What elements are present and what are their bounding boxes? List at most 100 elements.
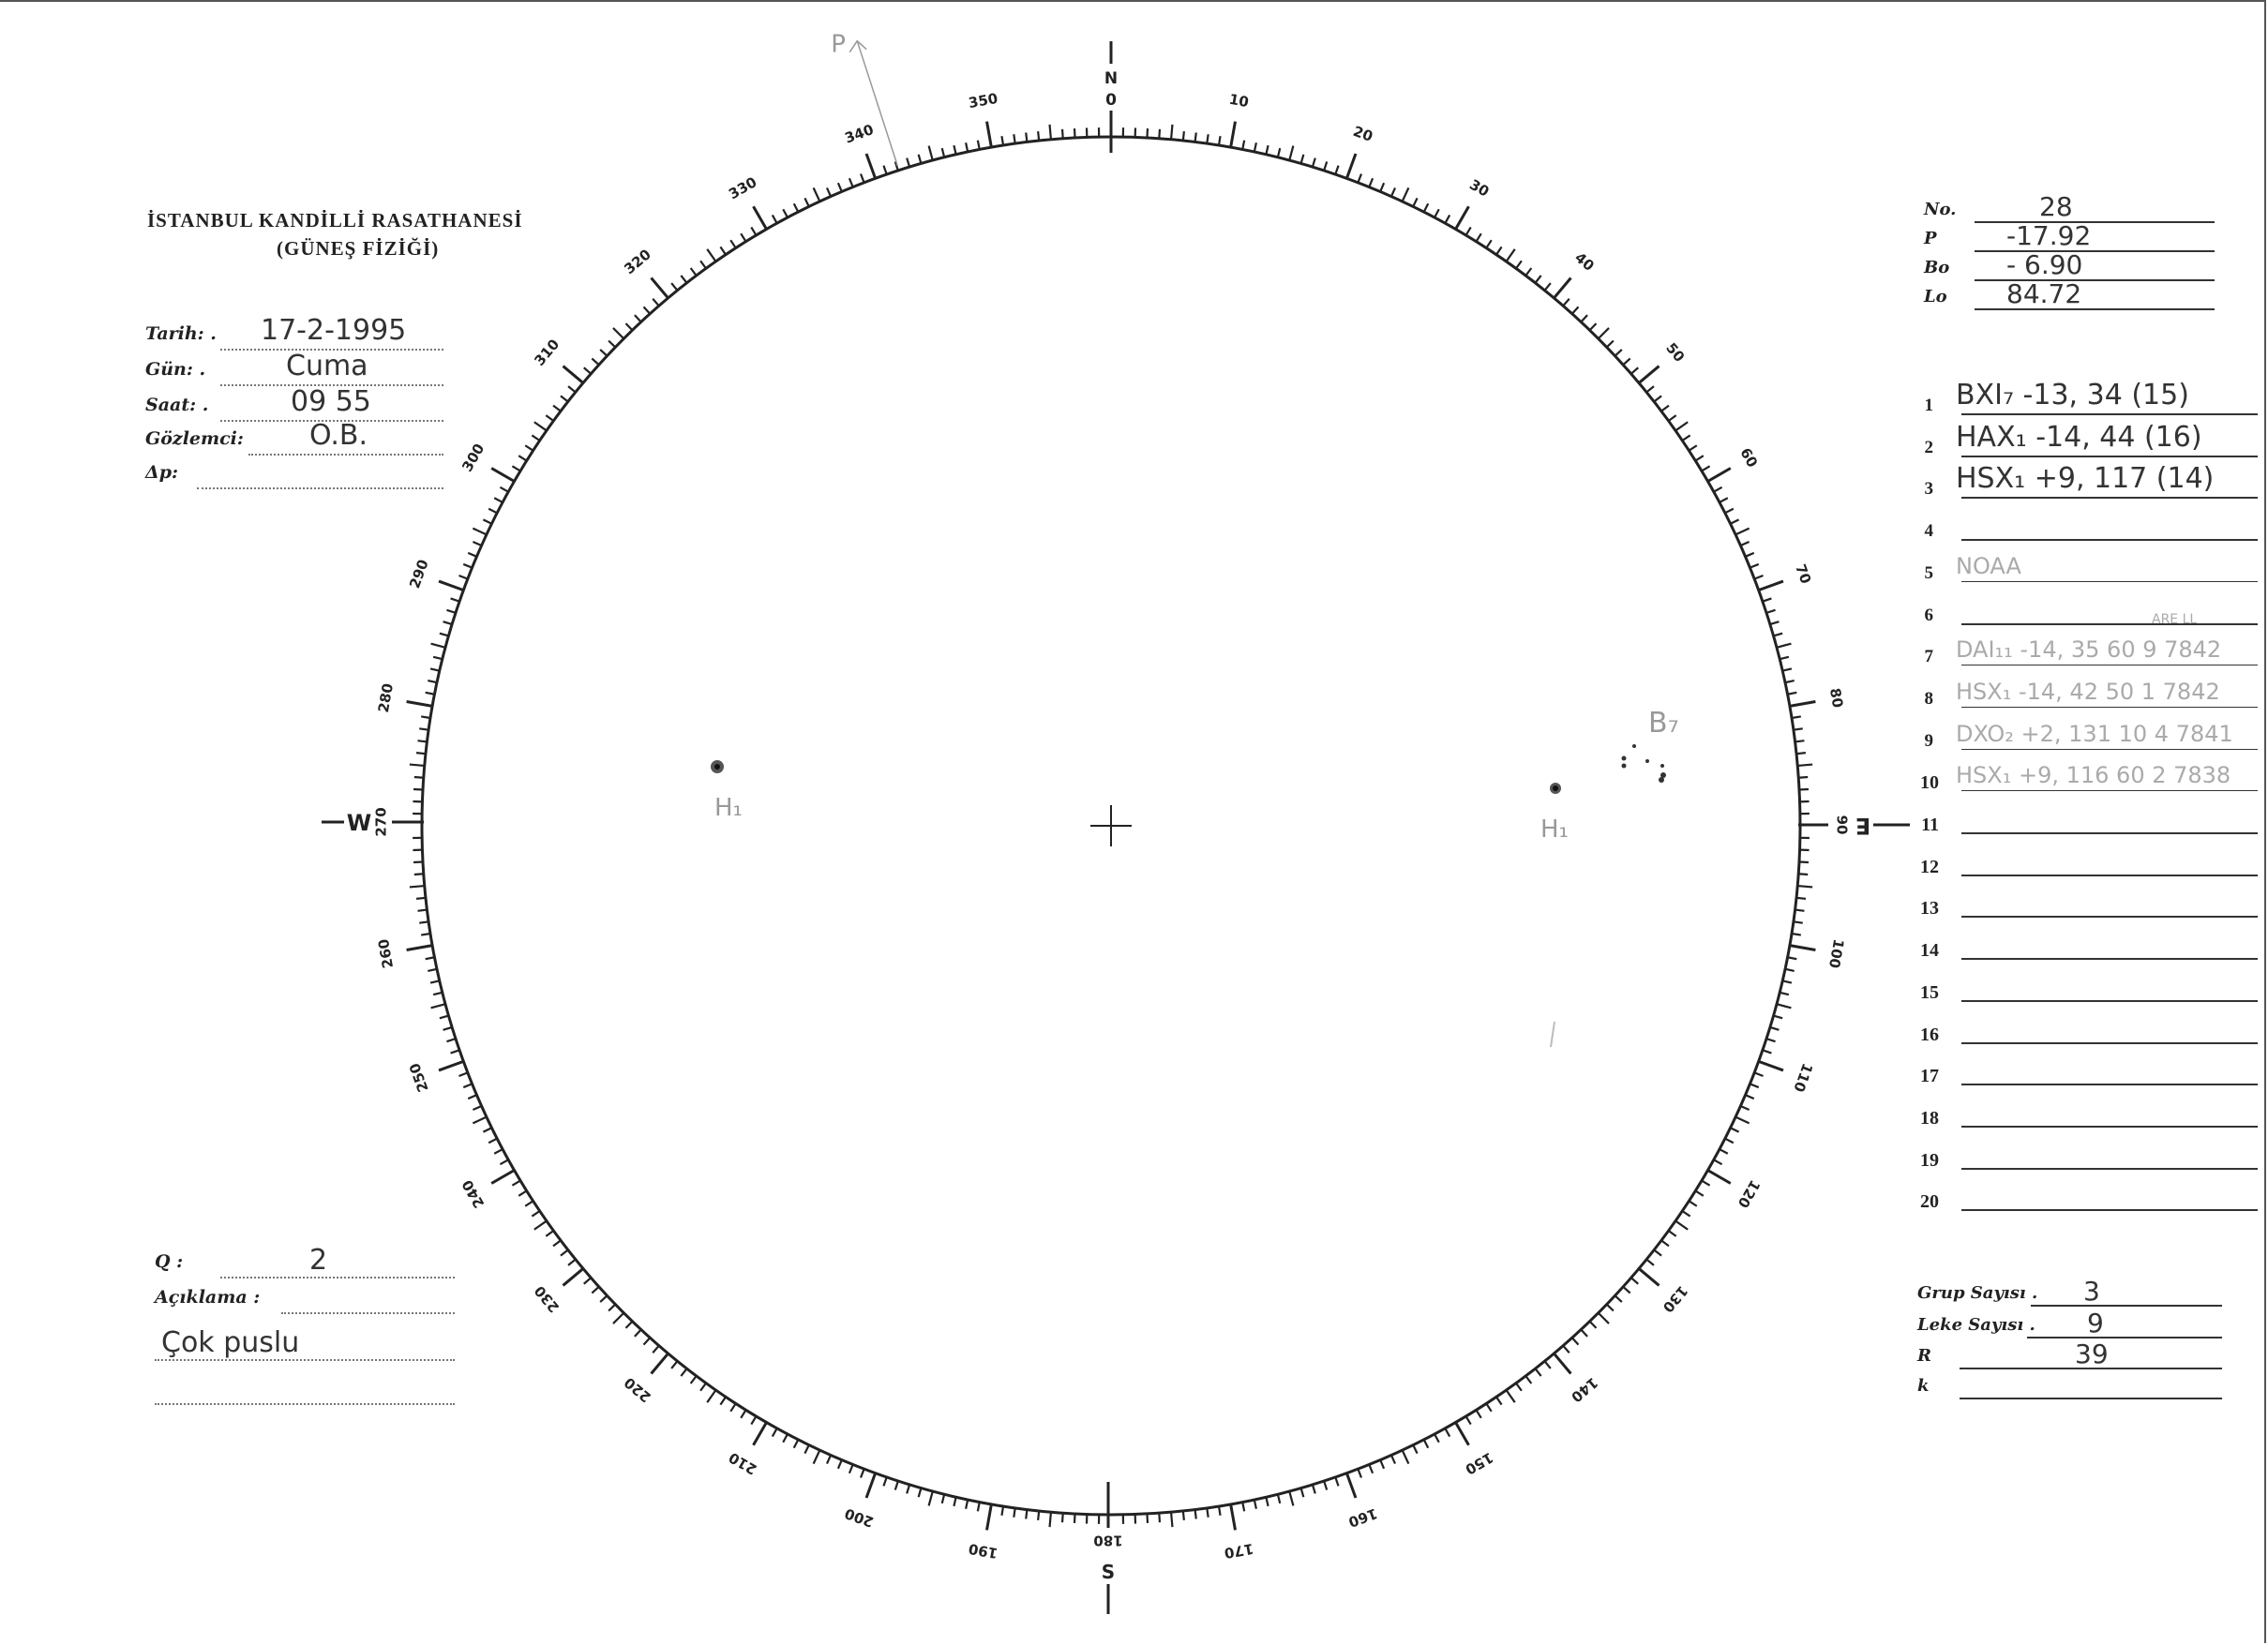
degree-tick [1653,395,1662,403]
degree-label: 120 [1735,1177,1764,1211]
pencil-mark [1550,1021,1555,1048]
degree-tick [591,357,600,366]
degree-tick [467,551,477,558]
param-value[interactable]: 84.72 [2006,278,2082,309]
group-entry[interactable]: DXO₂ +2, 131 10 4 7841 [1956,720,2233,747]
degree-tick [1706,1169,1732,1185]
degree-tick [1241,140,1246,150]
field-value[interactable]: 17-2-1995 [261,314,407,347]
degree-tick [430,642,446,649]
degree-tick [1605,339,1615,349]
degree-tick [1758,579,1784,592]
degree-tick [1299,154,1305,164]
degree-tick [1434,208,1440,218]
row-number: 18 [1920,1107,1939,1129]
param-value[interactable]: 28 [2039,191,2073,222]
degree-tick [804,1444,810,1455]
count-label: Leke Sayısı . [1917,1315,2035,1335]
degree-tick [472,540,482,547]
degree-tick [419,727,429,731]
degree-tick [1724,507,1735,515]
degree-label: 340 [843,121,877,147]
degree-tick [825,1455,833,1465]
count-value[interactable]: 3 [2083,1276,2100,1307]
field-value[interactable]: O.B. [309,419,368,452]
degree-tick [552,404,562,412]
degree-tick [415,896,427,900]
field-value[interactable]: 09 55 [291,385,371,418]
arrow-head-icon [849,39,867,53]
field-label: Gözlemci: [145,428,244,449]
degree-tick [1730,518,1740,525]
degree-tick [488,507,498,515]
degree-tick [472,1104,482,1112]
group-entry[interactable]: HSX₁ +9, 117 (14) [1956,462,2215,496]
group-entry[interactable]: NOAA [1956,552,2021,579]
degree-label: 100 [1825,937,1847,969]
degree-tick [1344,1473,1358,1499]
degree-label: 220 [621,1374,654,1406]
group-entry[interactable]: HAX₁ -14, 44 (16) [1956,420,2202,454]
degree-label: 30 [1466,176,1492,201]
degree-tick [438,1059,464,1072]
degree-tick [467,1094,477,1100]
remarks-value[interactable]: Çok puslu [161,1326,300,1359]
row-number: 14 [1920,940,1939,962]
degree-tick [1485,1402,1493,1413]
observatory-title: İSTANBUL KANDİLLİ RASATHANESİ [147,209,523,232]
degree-tick [421,715,431,720]
degree-tick [1562,1344,1570,1353]
count-value[interactable]: 39 [2075,1338,2109,1369]
degree-tick [1434,1433,1440,1443]
group-entry[interactable]: DAI₁₁ -14, 35 60 9 7842 [1956,636,2222,664]
pole-label: P [831,31,846,59]
row-number: 16 [1920,1024,1939,1045]
group-entry[interactable]: HSX₁ +9, 116 60 2 7838 [1956,762,2231,789]
degree-tick [804,197,810,207]
row-underline [1961,1209,2258,1212]
north-label: N [1104,69,1118,88]
degree-tick [1588,322,1598,332]
degree-label: 280 [375,682,397,714]
degree-tick [531,434,541,441]
param-value[interactable]: -17.92 [2006,220,2092,251]
degree-tick [1675,421,1689,432]
sunspot [1621,755,1627,761]
degree-tick [976,1502,981,1512]
degree-tick [1745,551,1755,558]
row-underline [1961,622,2258,625]
degree-tick [894,1480,899,1490]
degree-tick [1787,956,1797,961]
degree-tick [446,608,457,614]
quality-value[interactable]: 2 [309,1244,328,1277]
row-underline [1961,580,2258,582]
degree-tick [1389,187,1397,197]
degree-tick [406,700,433,708]
param-value[interactable]: - 6.90 [2006,249,2083,280]
degree-tick [1769,621,1780,626]
degree-label: 270 [373,807,390,836]
degree-tick [1401,187,1410,202]
degree-tick [1781,667,1793,672]
field-value[interactable]: Cuma [286,350,368,382]
degree-label: 180 [1093,1533,1122,1549]
degree-tick [634,1328,642,1338]
degree-tick [409,884,425,889]
degree-tick [1368,1464,1374,1474]
degree-tick [1253,1499,1257,1509]
degree-tick [458,1071,469,1078]
count-value[interactable]: 9 [2087,1308,2104,1338]
degree-tick [1543,282,1552,292]
degree-tick [493,1148,503,1155]
group-entry[interactable]: HSX₁ -14, 42 50 1 7842 [1956,678,2220,705]
degree-tick [1389,1455,1397,1465]
degree-tick [1525,1375,1533,1384]
degree-tick [1638,1267,1660,1287]
count-underline [2031,1305,2222,1307]
degree-tick [634,314,642,323]
group-entry[interactable]: BXI₇ -13, 34 (15) [1956,379,2189,411]
field-underline [220,420,443,422]
degree-tick [1694,455,1705,462]
degree-tick [1614,1294,1623,1303]
degree-tick [1630,1277,1639,1285]
